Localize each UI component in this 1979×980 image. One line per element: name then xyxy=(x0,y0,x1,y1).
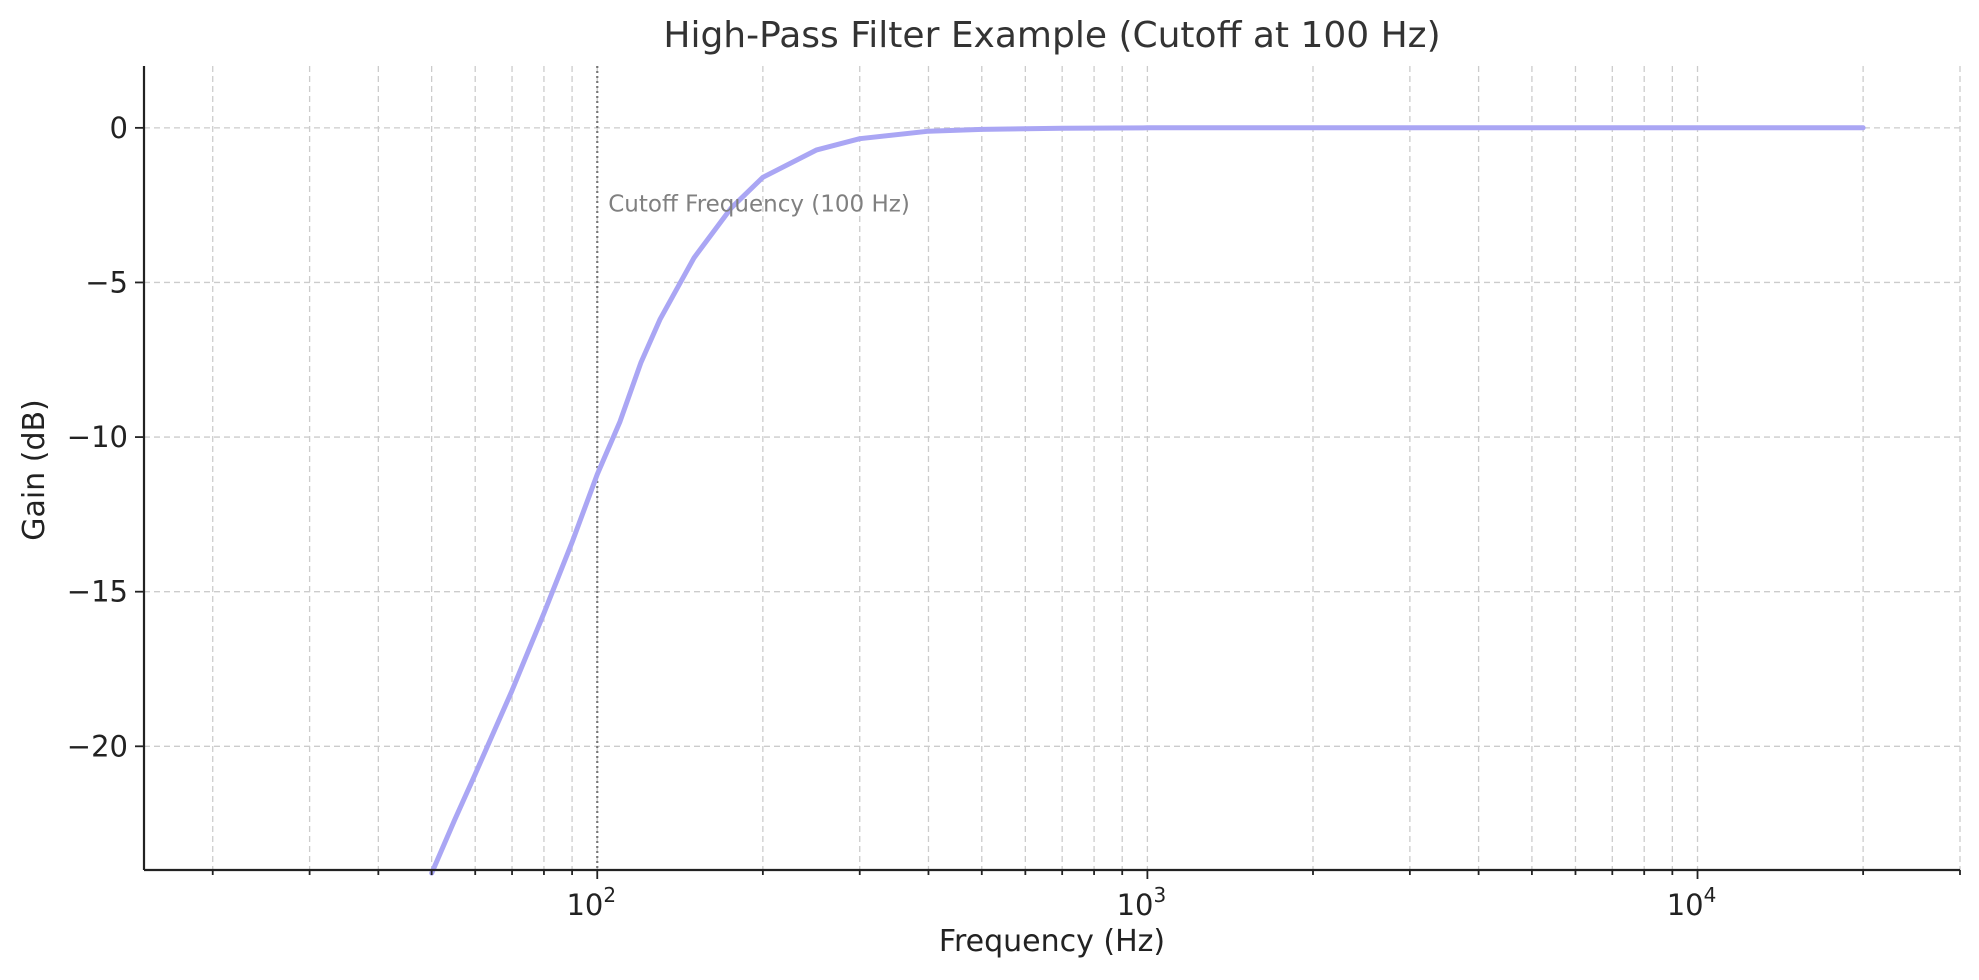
gain-curve xyxy=(429,125,1866,876)
chart-title: High-Pass Filter Example (Cutoff at 100 … xyxy=(663,15,1440,56)
y-axis-label: Gain (dB) xyxy=(17,399,52,541)
grid xyxy=(144,66,1961,870)
annotations: Cutoff Frequency (100 Hz) xyxy=(608,191,910,217)
x-tick-label: 103 xyxy=(1117,883,1167,922)
y-tick-label: −10 xyxy=(67,420,128,454)
series-group xyxy=(429,125,1866,876)
x-axis-label: Frequency (Hz) xyxy=(939,924,1165,959)
y-tick-label: −5 xyxy=(85,265,128,299)
ticks: 0 −5 −10 −15 −20 102 103 104 xyxy=(67,111,1961,922)
y-tick-label: −20 xyxy=(67,729,128,763)
y-tick-label: −15 xyxy=(67,575,128,609)
x-tick-label: 104 xyxy=(1667,883,1717,922)
axes xyxy=(142,66,1960,872)
x-tick-label: 102 xyxy=(566,883,616,922)
cutoff-annotation: Cutoff Frequency (100 Hz) xyxy=(608,191,910,217)
y-tick-label: 0 xyxy=(110,111,128,145)
